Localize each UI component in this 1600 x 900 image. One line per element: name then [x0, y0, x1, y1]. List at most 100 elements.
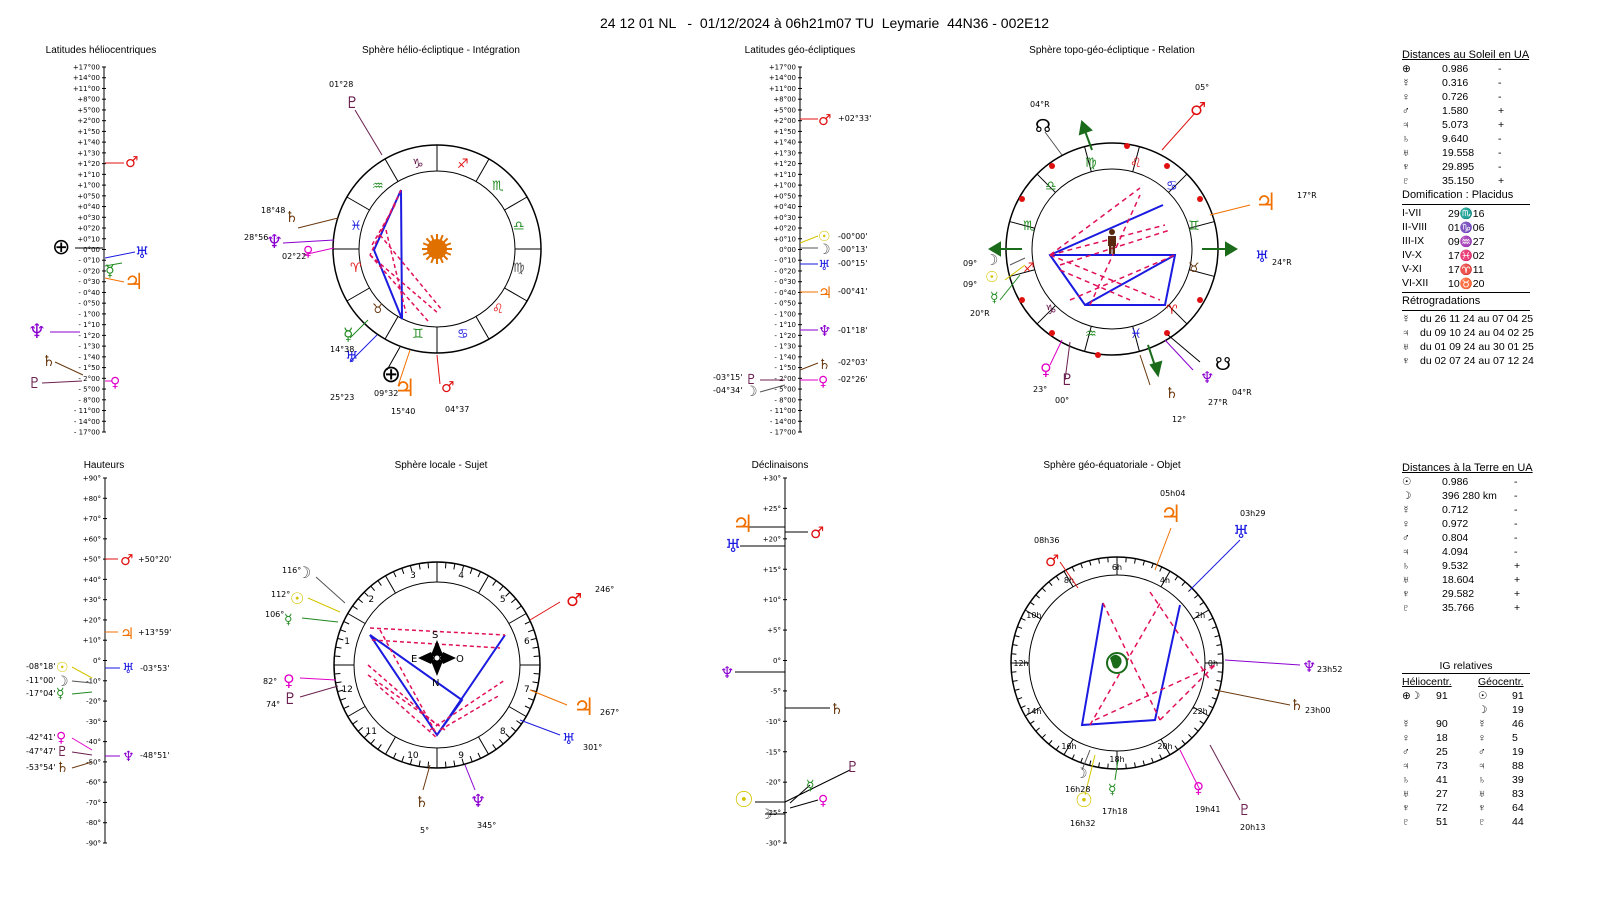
house-number: 5: [500, 595, 506, 605]
venus-label: -42°41': [26, 733, 55, 742]
direction-sign: +: [1514, 602, 1521, 614]
helio-glyph: ⊕☽: [1402, 690, 1421, 702]
helio-lat-tick-label: +14°00: [73, 74, 100, 82]
geo-value: 46: [1512, 718, 1524, 730]
pluto-label: 01°28: [329, 80, 353, 89]
direction-sign: -: [1498, 147, 1502, 159]
table-row: III-IX 09♒27: [1402, 235, 1552, 249]
table-row: ♀ 0.972 -: [1402, 518, 1552, 532]
svg-text:☉: ☉: [1075, 788, 1093, 812]
direction-sign: -: [1514, 532, 1518, 544]
svg-text:♋: ♋: [1166, 179, 1178, 194]
distance-value: 0.726: [1442, 91, 1469, 103]
moon-label-lower: -04°34': [713, 386, 742, 395]
svg-text:♃: ♃: [732, 510, 754, 538]
height-tick-label: +50°: [83, 556, 101, 564]
distance-value: 9.640: [1442, 133, 1469, 145]
svg-text:♅: ♅: [1233, 522, 1249, 543]
helio-lat-tick-label: +0°10: [77, 235, 100, 243]
svg-text:♅: ♅: [1255, 247, 1269, 266]
planet-glyph: ♅: [1402, 574, 1410, 586]
helio-lat-tick-label: - 0°30: [78, 278, 100, 286]
house-position: 17♈11: [1448, 264, 1484, 276]
direction-sign: -: [1498, 77, 1502, 89]
neptune-label: -48°51': [140, 751, 169, 760]
svg-text:☉: ☉: [985, 268, 998, 286]
svg-text:♂: ♂: [818, 111, 831, 129]
helio-lat-tick-label: - 1°00: [78, 310, 100, 318]
planet-glyph: ⊕: [1402, 63, 1411, 75]
retro-period: du 01 09 24 au 30 01 25: [1420, 341, 1534, 353]
table-row: ♂ 0.804 -: [1402, 532, 1552, 546]
height-tick-label: +30°: [83, 596, 101, 604]
earth-globe-icon: [1106, 652, 1128, 674]
panel-title-geo-latitudes: Latitudes géo-écliptiques: [744, 45, 856, 56]
planet-glyph: ♃: [1402, 546, 1410, 558]
geo-lat-tick-label: +1°00: [773, 182, 796, 190]
house-number: 3: [410, 571, 416, 581]
height-tick-label: 0°: [93, 657, 101, 665]
svg-text:☽: ☽: [818, 242, 831, 258]
svg-text:♃: ♃: [120, 624, 134, 643]
retro-period: du 09 10 24 au 04 02 25: [1420, 327, 1534, 339]
venus-label: 02°22: [282, 252, 306, 261]
table-row: ☿ du 26 11 24 au 07 04 25: [1402, 313, 1552, 327]
svg-text:♃: ♃: [1160, 500, 1182, 528]
direction-sign: -: [1514, 504, 1518, 516]
geo-glyph: ♄: [1478, 774, 1486, 786]
sun-disc: [427, 239, 447, 259]
helio-lat-tick-label: - 17°00: [74, 429, 100, 437]
geo-lat-tick-label: - 1°50: [774, 364, 796, 372]
table-row: ♆ du 02 07 24 au 07 12 24: [1402, 355, 1552, 369]
height-tick-label: +80°: [83, 495, 101, 503]
helio-lat-tick-label: +1°50: [77, 128, 100, 136]
table-row: II-VIII 01♑06: [1402, 221, 1552, 235]
distance-value: 0.804: [1442, 532, 1469, 544]
jupiter-label: 267°: [600, 708, 619, 717]
local-sphere-wheel: 12 11 10 9 8 7 6 5 4 3 2 1 S N E O: [263, 561, 619, 835]
neptune-label: 27°R: [1208, 398, 1228, 407]
geo-lat-tick-label: +11°00: [769, 85, 796, 93]
compass-east: E: [411, 654, 417, 665]
house-number: 11: [366, 727, 377, 737]
moon-label: 116°: [282, 566, 301, 575]
svg-text:☽: ☽: [745, 384, 758, 400]
libra-sign: ♎: [513, 219, 525, 234]
table-row: ☉ 0.986 -: [1402, 476, 1552, 490]
svg-text:♇: ♇: [56, 744, 69, 760]
panel-title-helio-sphere: Sphère hélio-écliptique - Intégration: [362, 45, 520, 56]
height-tick-label: -30°: [86, 718, 101, 726]
mars-label: 08h36: [1034, 536, 1059, 545]
house-number: 9: [458, 751, 464, 761]
svg-text:♒: ♒: [1085, 327, 1097, 342]
svg-text:☽: ☽: [760, 807, 773, 823]
planet-glyph: ☿: [1402, 77, 1410, 89]
panel-title-local-sphere: Sphère locale - Sujet: [394, 460, 488, 471]
geo-lat-tick-label: - 0°20: [774, 267, 796, 275]
jupiter-label: 17°R: [1297, 191, 1317, 200]
height-tick-label: +70°: [83, 515, 101, 523]
svg-text:♀: ♀: [1193, 779, 1204, 797]
geo-lat-tick-label: - 1°00: [774, 310, 796, 318]
distance-value: 18.604: [1442, 574, 1475, 586]
svg-text:♓: ♓: [1130, 327, 1142, 342]
house-axis: I-VII: [1402, 207, 1422, 219]
saturn-label: 12°: [1172, 415, 1186, 424]
earth-distances-table: Distances à la Terre en UA ☉ 0.986 - ☽ 396 2…: [1402, 462, 1552, 616]
svg-text:♆: ♆: [818, 322, 831, 340]
table-row: ♅ 18.604 +: [1402, 574, 1552, 588]
mercury-label: 14°38: [330, 345, 354, 354]
mars-label: +50°20': [138, 555, 171, 564]
svg-text:♂: ♂: [810, 523, 824, 542]
declination-tick-label: -30°: [766, 840, 781, 848]
table-row: ♂ 25 ♂ 19: [1402, 746, 1552, 760]
planet-glyph: ♆: [1402, 161, 1410, 173]
svg-text:♏: ♏: [1023, 219, 1035, 234]
pluto-label: -47°47': [26, 747, 55, 756]
distance-value: 35.766: [1442, 602, 1475, 614]
mars-glyph: ♂: [441, 378, 454, 396]
sun-label: 09°: [963, 280, 977, 289]
declination-glyphs: ♃ ♂ ♅ ♆ ♄ ♇ ☿ ♀ ☉ ☽: [720, 510, 859, 823]
geo-glyph: ☿: [1478, 718, 1486, 730]
hour-label: 22h: [1193, 707, 1208, 716]
